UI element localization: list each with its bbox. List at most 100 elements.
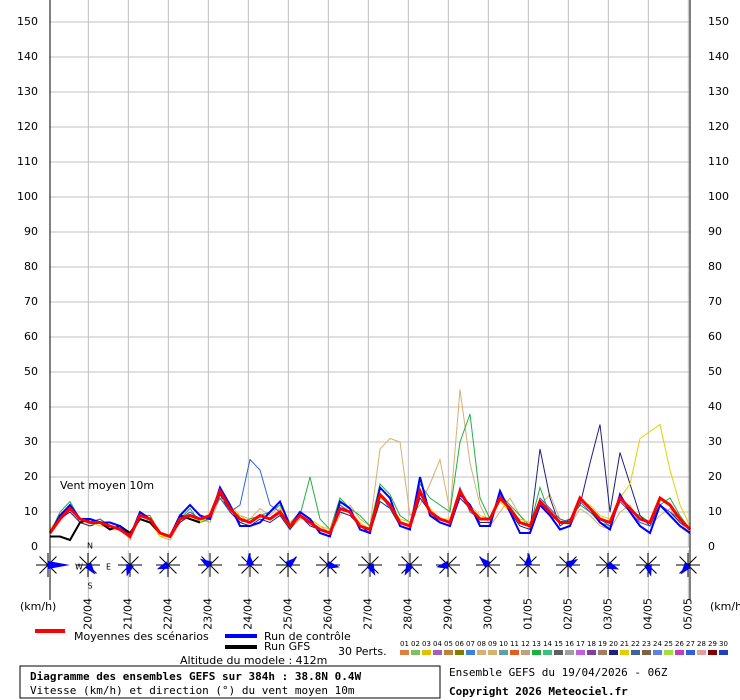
- perturbation-swatch: [653, 650, 662, 655]
- y-tick-label-right: 90: [708, 225, 722, 238]
- rose-spoke: [319, 564, 329, 574]
- perturbation-number: 26: [675, 640, 684, 648]
- y-tick-label-right: 80: [708, 260, 722, 273]
- y-tick-label-right: 60: [708, 330, 722, 343]
- perturbation-number: 06: [455, 640, 464, 648]
- perturbation-swatch: [675, 650, 684, 655]
- y-tick-label-right: 130: [708, 85, 729, 98]
- perturbation-number: 29: [708, 640, 717, 648]
- perturbation-swatch: [609, 650, 618, 655]
- rose-petal: [126, 563, 134, 577]
- legend-mean: Moyennes des scénarios: [74, 630, 209, 643]
- rose-spoke: [639, 556, 649, 566]
- x-tick-label: 21/04: [121, 598, 134, 630]
- rose-spoke: [687, 556, 697, 566]
- rose-spoke: [241, 564, 251, 574]
- wind-roses: [36, 553, 700, 577]
- perturbation-number: 22: [631, 640, 640, 648]
- y-unit-right: (km/h): [710, 600, 740, 613]
- perturbation-swatch: [400, 650, 409, 655]
- perturbation-swatch: [576, 650, 585, 655]
- rose-spoke: [447, 564, 457, 574]
- legend-gfs: Run GFS: [264, 640, 310, 653]
- perturbation-swatch: [455, 650, 464, 655]
- x-tick-label: 23/04: [201, 598, 214, 630]
- rose-petal: [436, 561, 449, 569]
- perturbation-number: 18: [587, 640, 596, 648]
- rose-petal: [199, 558, 213, 569]
- y-tick-label: 40: [24, 400, 38, 413]
- y-tick-label: 10: [24, 505, 38, 518]
- y-tick-label-right: 120: [708, 120, 729, 133]
- perturbation-swatch: [686, 650, 695, 655]
- perturbation-number: 10: [499, 640, 508, 648]
- perturbation-swatch: [510, 650, 519, 655]
- rose-petal: [479, 556, 491, 568]
- y-tick-label-right: 140: [708, 50, 729, 63]
- y-tick-label: 50: [24, 365, 38, 378]
- legend-control: Run de contrôle: [264, 630, 351, 643]
- x-tick-label: 26/04: [321, 598, 334, 630]
- grid: [50, 0, 690, 600]
- y-tick-label: 130: [17, 85, 38, 98]
- rose-petal: [644, 563, 652, 577]
- perturbation-swatch: [532, 650, 541, 655]
- rose-spoke: [647, 556, 657, 566]
- perturbation-swatch: [565, 650, 574, 655]
- x-tick-label: 02/05: [561, 598, 574, 630]
- perturbation-swatch: [554, 650, 563, 655]
- perturbation-swatch: [697, 650, 706, 655]
- y-unit-left: (km/h): [20, 600, 56, 613]
- perturbation-swatch: [598, 650, 607, 655]
- x-tick-label: 25/04: [281, 598, 294, 630]
- perturbation-swatch: [587, 650, 596, 655]
- compass-e: E: [106, 563, 111, 572]
- rose-spoke: [121, 556, 131, 566]
- x-tick-label: 05/05: [681, 598, 694, 630]
- rose-petal: [246, 553, 254, 566]
- legend: Moyennes des scénarios Run de contrôle R…: [35, 629, 728, 658]
- info-box: [19, 665, 441, 699]
- perturbation-number: 09: [488, 640, 497, 648]
- perturbation-swatch: [543, 650, 552, 655]
- rose-spoke: [129, 556, 139, 566]
- compass-n: N: [87, 542, 93, 551]
- perturbation-swatch: [631, 650, 640, 655]
- y-tick-label-right: 0: [708, 540, 715, 553]
- perturbation-swatch: [719, 650, 728, 655]
- rose-spoke: [279, 556, 289, 566]
- perturbation-number: 15: [554, 640, 563, 648]
- box-subtitle: Vitesse (km/h) et direction (°) du vent …: [30, 684, 355, 697]
- rose-spoke: [319, 556, 329, 566]
- rose-spoke: [599, 556, 609, 566]
- y-tick-label-right: 150: [708, 15, 729, 28]
- annotation: Vent moyen 10m: [60, 479, 154, 492]
- perturbation-number: 03: [422, 640, 431, 648]
- rose-spoke: [361, 556, 371, 566]
- rose-spoke: [487, 564, 497, 574]
- perturbation-number: 14: [543, 640, 552, 648]
- rose-spoke: [527, 564, 537, 574]
- perturbation-swatch: [708, 650, 717, 655]
- rose-spoke: [249, 564, 259, 574]
- copyright: Copyright 2026 Meteociel.fr: [449, 685, 628, 698]
- y-tick-label: 90: [24, 225, 38, 238]
- y-tick-label-right: 50: [708, 365, 722, 378]
- y-tick-label-right: 10: [708, 505, 722, 518]
- y-tick-label-right: 110: [708, 155, 729, 168]
- x-tick-label: 28/04: [401, 598, 414, 630]
- rose-spoke: [369, 556, 379, 566]
- rose-spoke: [559, 556, 569, 566]
- y-tick-label: 0: [31, 540, 38, 553]
- run-info: Ensemble GEFS du 19/04/2026 - 06Z: [449, 666, 668, 679]
- perturbation-swatch: [433, 650, 442, 655]
- y-tick-label: 120: [17, 120, 38, 133]
- rose-spoke: [279, 564, 289, 574]
- compass-s: S: [87, 582, 92, 591]
- perturbation-swatch: [422, 650, 431, 655]
- y-tick-label: 70: [24, 295, 38, 308]
- y-tick-label: 100: [17, 190, 38, 203]
- y-tick-label: 140: [17, 50, 38, 63]
- rose-spoke: [167, 564, 177, 574]
